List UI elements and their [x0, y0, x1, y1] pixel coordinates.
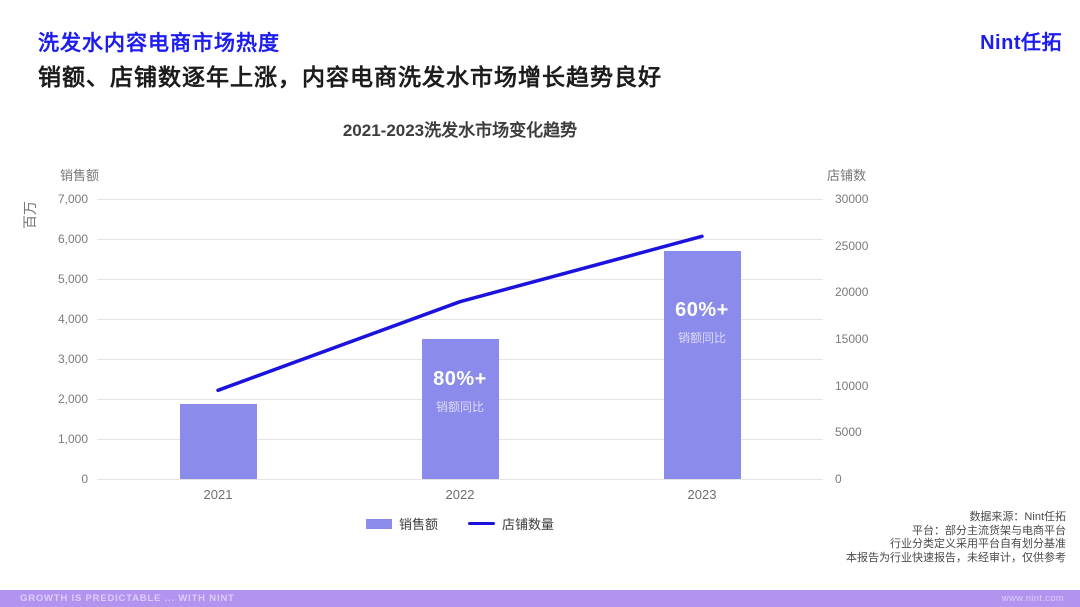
right-axis-tick: 10000 — [835, 378, 869, 393]
left-axis-tick: 1,000 — [57, 432, 88, 446]
bar-2021 — [179, 404, 257, 479]
category-label-2021: 2021 — [203, 487, 233, 502]
right-axis-header: 店铺数 — [827, 168, 867, 183]
left-axis-header: 销售额 — [60, 168, 100, 183]
chart-title: 2021-2023洗发水市场变化趋势 — [342, 121, 578, 140]
page-subtitle: 销额、店铺数逐年上涨，内容电商洗发水市场增长趋势良好 — [38, 64, 662, 90]
left-axis-tick: 6,000 — [57, 232, 88, 246]
footer-bar: GROWTH IS PREDICTABLE ... WITH NINT www.… — [0, 590, 1080, 607]
category-label-2023: 2023 — [687, 487, 717, 502]
right-axis-tick: 30000 — [835, 192, 869, 206]
legend-label-sales: 销售额 — [398, 517, 438, 532]
bar-annotation-2023: 60%+ 销额同比 — [664, 299, 741, 346]
source-note-line: 平台：部分主流货架与电商平台 — [912, 524, 1066, 537]
gridline — [97, 239, 823, 240]
annotation-headline: 80%+ — [433, 368, 487, 391]
gridline — [97, 319, 823, 320]
source-note-line: 行业分类定义采用平台自有划分基准 — [890, 538, 1066, 550]
right-axis-tick: 0 — [835, 472, 842, 486]
bar-swatch-icon — [365, 518, 392, 529]
legend-item-sales: 销售额 — [365, 514, 438, 533]
trend-line — [216, 234, 704, 393]
left-axis-tick: 0 — [81, 472, 88, 486]
legend-item-stores: 店铺数量 — [468, 514, 554, 533]
annotation-subline: 销额同比 — [677, 330, 726, 345]
left-axis-tick: 2,000 — [57, 392, 88, 406]
bar-2022: 80%+ 销额同比 — [421, 339, 499, 479]
nint-logo: Nint任拓 — [980, 32, 1062, 54]
bar-2023: 60%+ 销额同比 — [663, 251, 741, 479]
right-axis-tick: 20000 — [835, 285, 869, 300]
left-axis-tick: 4,000 — [57, 312, 88, 326]
source-notes: 数据来源：Nint任拓 平台：部分主流货架与电商平台 行业分类定义采用平台自有划… — [846, 511, 1066, 565]
plot-area: 80%+ 销额同比 60%+ 销额同比 — [97, 199, 823, 480]
page-title: 洗发水内容电商市场热度 — [38, 32, 280, 55]
left-axis-tick: 5,000 — [57, 272, 88, 286]
trend-line-path — [216, 234, 704, 393]
source-note-line: 本报告为行业快速报告，未经审计，仅供参考 — [846, 551, 1066, 564]
footer-url: www.nint.com — [1001, 593, 1064, 604]
category-label-2022: 2022 — [445, 487, 475, 502]
gridline — [97, 479, 823, 480]
gridline — [97, 279, 823, 280]
gridline — [97, 199, 823, 200]
left-axis-tick: 7,000 — [57, 192, 88, 206]
right-axis-tick: 15000 — [835, 332, 869, 346]
right-axis-tick: 5000 — [835, 425, 862, 440]
annotation-subline: 销额同比 — [435, 400, 484, 415]
source-note-line: 数据来源：Nint任拓 — [969, 511, 1066, 523]
left-axis-tick: 3,000 — [57, 352, 88, 366]
bar-annotation-2022: 80%+ 销额同比 — [422, 368, 499, 415]
chart-legend: 销售额 店铺数量 — [97, 514, 823, 533]
line-swatch-icon — [468, 522, 495, 525]
annotation-headline: 60%+ — [675, 298, 729, 321]
legend-label-stores: 店铺数量 — [502, 517, 555, 532]
right-axis-tick: 25000 — [835, 238, 869, 253]
footer-tagline: GROWTH IS PREDICTABLE ... WITH NINT — [20, 593, 235, 604]
